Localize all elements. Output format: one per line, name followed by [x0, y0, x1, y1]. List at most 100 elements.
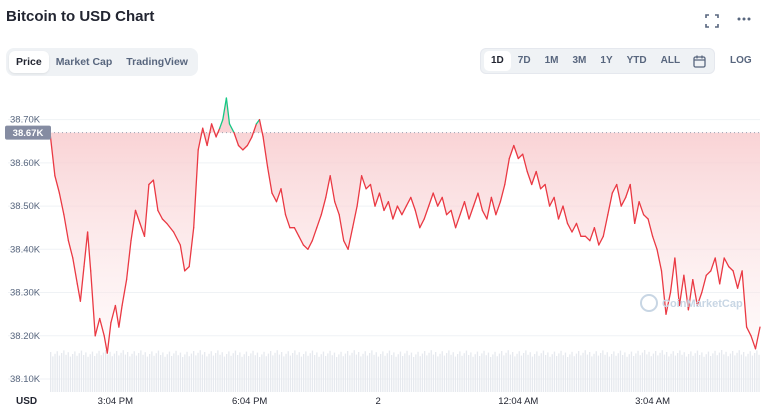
volume-bar	[151, 351, 153, 392]
range-7d[interactable]: 7D	[517, 55, 531, 66]
price-segment-down	[589, 227, 596, 242]
volume-bar	[353, 350, 355, 392]
price-segment-down	[481, 209, 488, 220]
volume-bar	[256, 352, 259, 392]
range-1m[interactable]: 1M	[544, 55, 559, 66]
price-segment-down	[562, 205, 569, 225]
volume-bar	[100, 355, 102, 392]
volume-bar	[419, 356, 421, 392]
price-segment-down	[157, 209, 164, 220]
volume-bar	[94, 356, 96, 392]
watermark: CoinMarketCap	[640, 294, 743, 312]
volume-bar	[681, 354, 683, 392]
volume-bar	[206, 356, 208, 392]
price-segment-down	[334, 201, 340, 216]
volume-bar	[457, 354, 459, 392]
volume-bar	[56, 351, 58, 392]
price-segment-down	[338, 214, 345, 242]
volume-bar	[168, 351, 171, 392]
volume-bar	[452, 352, 454, 392]
volume-bar	[272, 355, 274, 392]
volume-bar	[582, 352, 584, 392]
range-1y[interactable]: 1Y	[600, 55, 613, 66]
volume-bar	[567, 357, 569, 392]
tab-price[interactable]: Price	[9, 51, 49, 73]
volume-bar	[597, 355, 600, 392]
price-segment-down	[143, 183, 150, 237]
price-segment-down	[607, 192, 613, 216]
price-segment-down	[94, 317, 101, 337]
volume-bar	[118, 355, 120, 392]
volume-bar	[80, 350, 83, 392]
volume-bar	[479, 356, 481, 392]
price-segment-down	[374, 192, 381, 207]
volume-bar	[624, 352, 626, 392]
range-3m[interactable]: 3M	[572, 55, 587, 66]
volume-bar	[373, 354, 375, 392]
price-segment-down	[63, 214, 70, 242]
price-segment-down	[634, 201, 640, 225]
volume-bar	[483, 350, 485, 392]
volume-bar	[382, 351, 384, 392]
volume-bar	[129, 356, 131, 392]
price-segment-down	[535, 170, 542, 190]
range-ytd[interactable]: YTD	[626, 55, 647, 66]
price-segment-down	[280, 188, 287, 216]
price-segment-down	[571, 222, 578, 233]
volume-bar	[157, 350, 160, 392]
volume-bar	[162, 352, 164, 392]
volume-bar	[133, 351, 135, 392]
price-segment-down	[242, 144, 249, 151]
volume-bar	[613, 351, 615, 392]
price-segment-up	[228, 123, 235, 134]
volume-bar	[496, 356, 498, 392]
volume-bar	[289, 355, 292, 392]
volume-bar	[96, 353, 98, 392]
x-tick-label: 6:04 PM	[232, 396, 267, 407]
price-segment-down	[320, 196, 327, 216]
calendar-icon[interactable]	[687, 51, 711, 71]
log-scale-button[interactable]: LOG	[730, 55, 752, 66]
volume-bar	[707, 351, 710, 392]
range-1d[interactable]: 1D	[484, 51, 511, 71]
price-segment-down	[548, 196, 555, 207]
volume-bar	[360, 356, 362, 392]
volume-bar	[734, 355, 736, 392]
tab-tradingview[interactable]: TradingView	[126, 56, 188, 68]
volume-bar	[463, 353, 465, 392]
price-tag: 38.67K	[5, 125, 51, 140]
volume-bar	[283, 356, 285, 392]
volume-bar	[683, 352, 685, 392]
price-segment-down	[459, 201, 466, 216]
price-segment-down	[499, 183, 506, 203]
volume-bar	[314, 355, 316, 392]
price-segment-down	[678, 274, 685, 307]
price-segment-down	[110, 304, 117, 324]
volume-bar	[558, 353, 560, 392]
price-segment-down	[745, 326, 752, 337]
price-segment-down	[611, 183, 618, 194]
volume-bar	[237, 355, 239, 392]
more-horizontal-icon[interactable]	[736, 10, 752, 24]
volume-bar	[307, 355, 309, 392]
volume-bar	[239, 352, 241, 392]
volume-bar	[536, 351, 538, 392]
volume-bar	[109, 351, 111, 392]
volume-bar	[758, 354, 760, 392]
volume-bar	[188, 356, 190, 392]
volume-bar	[349, 355, 351, 392]
volume-bar	[138, 353, 140, 392]
expand-icon[interactable]	[704, 14, 720, 28]
price-area	[50, 98, 760, 354]
volume-bar	[747, 353, 749, 392]
tab-market-cap[interactable]: Market Cap	[55, 56, 113, 68]
volume-bar	[465, 350, 468, 392]
range-all[interactable]: ALL	[660, 55, 681, 66]
volume-bar	[184, 354, 186, 392]
volume-bar	[267, 353, 270, 392]
volume-bar	[146, 356, 149, 392]
price-segment-down	[732, 270, 739, 289]
volume-bar	[248, 356, 250, 392]
